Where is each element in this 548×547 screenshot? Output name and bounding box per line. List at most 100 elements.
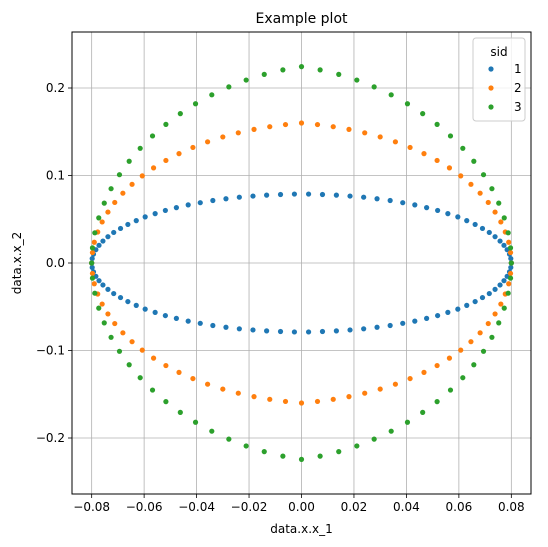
data-point-series-1: [492, 286, 498, 292]
data-point-series-3: [243, 443, 249, 449]
data-point-series-2: [346, 126, 352, 132]
data-point-series-1: [291, 191, 298, 197]
data-point-series-1: [264, 328, 270, 334]
data-point-series-3: [96, 215, 102, 221]
data-point-series-2: [129, 339, 135, 345]
data-point-series-2: [251, 394, 257, 400]
data-point-series-1: [508, 264, 514, 271]
data-point-series-3: [317, 453, 323, 459]
data-point-series-3: [460, 145, 466, 151]
data-point-series-3: [101, 320, 107, 326]
data-point-series-2: [105, 311, 111, 317]
data-point-series-3: [447, 387, 454, 393]
data-point-series-1: [464, 218, 470, 224]
data-point-series-2: [446, 355, 453, 361]
data-point-series-1: [435, 207, 441, 214]
data-point-series-1: [105, 234, 111, 240]
data-point-series-1: [347, 193, 353, 199]
data-point-series-1: [197, 200, 203, 206]
data-point-series-2: [112, 199, 118, 206]
data-point-series-3: [489, 334, 495, 340]
data-point-series-2: [362, 390, 368, 396]
data-point-series-3: [354, 443, 360, 449]
x-tick-label: 0.06: [446, 500, 473, 514]
data-point-series-2: [468, 181, 474, 187]
data-point-series-1: [412, 202, 418, 208]
data-point-series-2: [120, 190, 126, 196]
data-point-series-1: [197, 320, 203, 326]
y-tick-label: −0.1: [36, 344, 65, 358]
data-point-series-2: [91, 281, 97, 287]
data-point-series-1: [162, 207, 168, 214]
data-point-series-3: [298, 456, 305, 462]
data-point-series-2: [163, 157, 169, 164]
data-point-series-3: [480, 348, 487, 354]
data-point-series-3: [371, 436, 377, 442]
data-point-series-1: [117, 294, 124, 301]
data-points: [89, 64, 514, 462]
data-point-series-1: [374, 196, 380, 202]
data-point-series-1: [117, 225, 124, 232]
data-point-series-1: [223, 324, 229, 330]
data-point-series-1: [152, 211, 158, 217]
data-point-series-1: [305, 329, 312, 335]
data-point-series-1: [319, 191, 326, 198]
data-point-series-3: [336, 71, 342, 77]
data-point-series-3: [460, 375, 466, 381]
x-tick-label: 0.00: [288, 500, 315, 514]
data-point-series-2: [485, 320, 491, 327]
data-point-series-3: [507, 275, 514, 281]
data-point-series-1: [361, 194, 367, 200]
data-point-series-1: [374, 324, 380, 330]
data-point-series-3: [371, 84, 377, 90]
data-point-series-2: [89, 249, 96, 256]
data-point-series-3: [471, 362, 477, 368]
data-point-series-2: [150, 355, 157, 361]
data-point-series-2: [314, 398, 321, 405]
data-point-series-2: [485, 199, 491, 206]
data-point-series-1: [185, 318, 191, 324]
data-point-series-1: [424, 315, 430, 321]
data-point-series-3: [92, 290, 98, 296]
data-point-series-3: [388, 428, 394, 434]
legend-label-1: 1: [514, 62, 522, 76]
data-point-series-1: [424, 205, 430, 211]
data-point-series-3: [480, 172, 487, 178]
data-point-series-1: [400, 320, 406, 326]
data-point-series-3: [434, 399, 440, 405]
data-point-series-3: [192, 419, 199, 425]
data-point-series-3: [388, 92, 394, 98]
data-point-series-2: [458, 347, 464, 353]
data-point-series-3: [354, 77, 360, 83]
data-point-series-1: [347, 327, 353, 333]
data-point-series-3: [116, 172, 123, 178]
chart-title: Example plot: [255, 11, 348, 27]
data-point-series-1: [305, 191, 312, 197]
data-point-series-2: [176, 369, 182, 375]
data-point-series-2: [190, 375, 196, 382]
data-point-series-1: [223, 196, 229, 202]
data-point-series-2: [492, 209, 498, 215]
data-point-series-2: [190, 144, 196, 151]
data-point-series-3: [496, 320, 502, 326]
data-point-series-3: [226, 84, 232, 90]
data-point-series-1: [89, 255, 95, 262]
data-point-series-3: [126, 362, 132, 368]
data-point-series-2: [377, 386, 383, 392]
grid: [72, 32, 531, 494]
data-point-series-2: [507, 249, 514, 256]
legend-marker-1: [488, 66, 494, 72]
x-tick-label: −0.08: [73, 500, 110, 514]
data-point-series-2: [282, 121, 289, 128]
data-point-series-1: [277, 328, 284, 335]
data-point-series-2: [434, 362, 440, 369]
data-point-series-3: [505, 230, 511, 236]
data-point-series-2: [99, 301, 105, 307]
legend-marker-3: [488, 104, 494, 110]
data-point-series-3: [89, 245, 96, 251]
data-point-series-2: [89, 270, 96, 277]
data-point-series-3: [89, 260, 95, 266]
data-point-series-2: [407, 375, 413, 382]
data-point-series-2: [498, 301, 504, 307]
